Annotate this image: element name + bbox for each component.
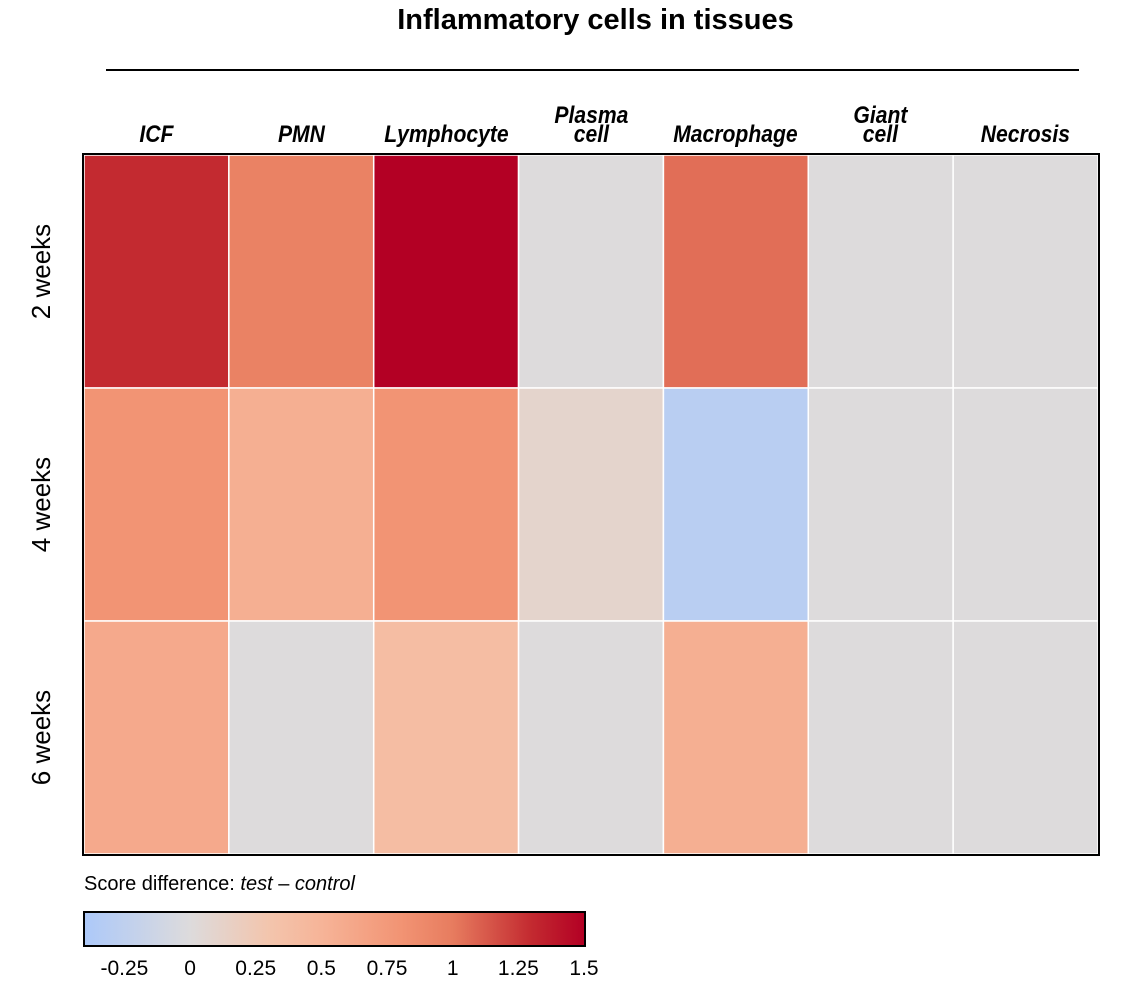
heatmap-cell — [372, 620, 520, 855]
colorbar-tick-label: -0.25 — [100, 957, 149, 980]
column-header: Lymphocyte — [382, 88, 509, 148]
column-header-line: Giant — [853, 102, 908, 129]
row-header: 2 weeks — [20, 155, 64, 388]
heatmap-frame — [82, 153, 1100, 856]
column-header-line: ICF — [139, 121, 174, 148]
colorbar-tick-label: 0 — [184, 957, 196, 980]
column-header: Macrophage — [672, 88, 799, 148]
colorbar-title-test: test — [240, 873, 273, 895]
colorbar-title-prefix: Score difference: — [84, 873, 241, 895]
heatmap-cell — [807, 620, 954, 855]
column-header: Giant cell — [817, 88, 944, 148]
heatmap-cell — [228, 154, 375, 389]
heatmap-cell — [952, 154, 1099, 389]
row-header: 6 weeks — [20, 621, 64, 854]
colorbar-tick-label: 1 — [446, 957, 459, 980]
heatmap-cell — [83, 154, 230, 389]
heatmap-cell — [228, 387, 375, 622]
heatmap-cell — [372, 387, 520, 622]
column-header-line: Necrosis — [980, 121, 1071, 148]
row-header-label: 4 weeks — [26, 456, 57, 553]
heatmap — [82, 153, 1100, 856]
row-header-label: 2 weeks — [26, 223, 57, 320]
heatmap-cell — [517, 387, 665, 622]
column-header-line: cell — [573, 121, 609, 148]
heatmap-cell — [952, 387, 1099, 622]
chart-title: Inflammatory cells in tissues — [397, 4, 794, 36]
column-header: ICF — [93, 88, 220, 148]
colorbar — [83, 911, 586, 947]
heatmap-cell — [372, 154, 520, 389]
heatmap-cell — [83, 387, 230, 622]
column-header: Plasma cell — [527, 88, 654, 148]
heatmap-cell — [83, 620, 230, 855]
heatmap-cell — [517, 154, 665, 389]
column-header: Necrosis — [962, 88, 1089, 148]
column-header: PMN — [238, 88, 365, 148]
column-header-line: Lymphocyte — [383, 121, 509, 148]
title-rule — [106, 69, 1079, 71]
heatmap-cell — [662, 154, 810, 389]
heatmap-cell — [662, 387, 810, 622]
colorbar-tick-label: 0.75 — [366, 957, 408, 980]
colorbar-tick-label: 0.25 — [235, 957, 277, 980]
heatmap-cell — [807, 154, 954, 389]
colorbar-tick-label: 0.5 — [306, 957, 336, 980]
heatmap-cell — [807, 387, 954, 622]
colorbar-title-control: control — [294, 873, 355, 895]
heatmap-cell — [952, 620, 1099, 855]
heatmap-grid — [82, 153, 1100, 856]
row-header-label: 6 weeks — [26, 689, 57, 786]
column-header-line: PMN — [277, 121, 325, 148]
heatmap-cell — [517, 620, 665, 855]
column-header-line: Plasma — [553, 102, 628, 129]
row-header: 4 weeks — [20, 388, 64, 621]
colorbar-tick-label: 1.25 — [497, 957, 539, 980]
heatmap-cell — [228, 620, 375, 855]
column-header-line: cell — [863, 121, 899, 148]
colorbar-tick-label: 1.5 — [569, 957, 599, 980]
colorbar-title-sep: – — [272, 873, 295, 895]
heatmap-cell — [662, 620, 810, 855]
colorbar-title: Score difference: test – control — [84, 873, 355, 896]
column-header-line: Macrophage — [673, 121, 799, 148]
